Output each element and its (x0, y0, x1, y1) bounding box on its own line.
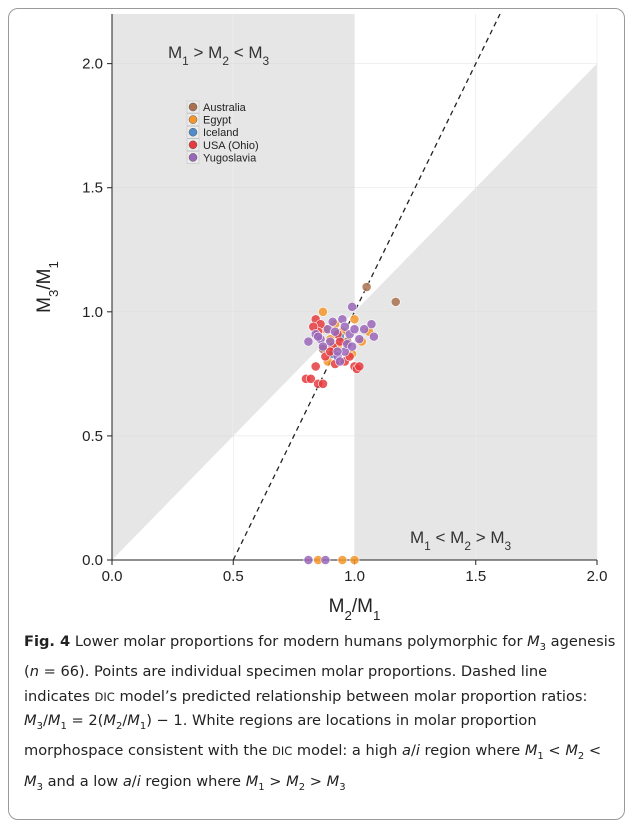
region-label-upper: M1 > M2 < M3 (168, 43, 270, 68)
y-tick-label: 2.0 (82, 56, 103, 73)
legend-label: Australia (203, 102, 247, 114)
data-point (310, 361, 321, 372)
legend-label: USA (Ohio) (203, 140, 259, 152)
figure-caption: Fig. 4 Lower molar proportions for moder… (24, 630, 616, 800)
data-point (330, 326, 340, 337)
data-point (335, 356, 345, 367)
x-tick-label: 0.5 (223, 568, 244, 585)
y-tick-label: 0.5 (82, 428, 103, 445)
data-point (318, 306, 328, 317)
data-point (354, 334, 365, 345)
data-point (313, 331, 324, 342)
data-point (303, 555, 314, 565)
y-tick-label: 0.0 (82, 552, 103, 569)
y-axis-title: M3/M1 (34, 261, 61, 313)
x-axis-title: M2/M1 (329, 596, 381, 623)
data-point (349, 314, 360, 325)
figure-frame (8, 8, 625, 820)
y-tick-label: 1.5 (82, 180, 103, 197)
data-point (349, 324, 360, 335)
legend-marker (188, 115, 198, 124)
data-point (337, 555, 348, 565)
data-point (347, 301, 357, 312)
legend-marker (188, 127, 198, 137)
legend-label: Egypt (203, 115, 231, 127)
series-yugoslavia (303, 301, 379, 565)
y-tick-label: 1.0 (82, 304, 103, 321)
data-point (390, 296, 401, 307)
data-point (354, 361, 365, 372)
data-point (366, 319, 377, 330)
reference-line (232, 13, 501, 561)
data-point (320, 555, 331, 565)
data-point (361, 282, 372, 292)
data-point (349, 555, 360, 565)
x-tick-label: 1.0 (344, 568, 365, 585)
scatter-chart: 0.0 0.5 1.0 1.5 2.0 0.0 0.5 1.0 1.5 2.0 M2/M1 M3/M1… (34, 13, 608, 623)
legend-marker (188, 102, 198, 112)
data-point (368, 331, 379, 342)
legend-marker (188, 153, 198, 162)
x-tick-label: 0.0 (102, 568, 123, 585)
data-point (327, 316, 338, 327)
data-point (318, 341, 328, 352)
region-label-lower: M1 < M2 > M3 (410, 528, 512, 553)
legend-label: Yugoslavia (203, 152, 257, 164)
caption-label: Fig. 4 (24, 633, 71, 650)
data-point (303, 336, 314, 347)
legend-marker (188, 140, 198, 150)
data-point (347, 341, 357, 352)
data-point (339, 321, 350, 332)
legend-label: Iceland (203, 127, 238, 139)
data-point (332, 346, 343, 357)
data-point (325, 336, 336, 347)
data-point (305, 373, 316, 384)
x-tick-label: 2.0 (587, 568, 608, 585)
data-point (318, 378, 328, 389)
data-point (359, 324, 370, 335)
caption-text: Lower molar proportions for modern human… (24, 633, 616, 793)
x-tick-label: 1.5 (465, 568, 486, 585)
